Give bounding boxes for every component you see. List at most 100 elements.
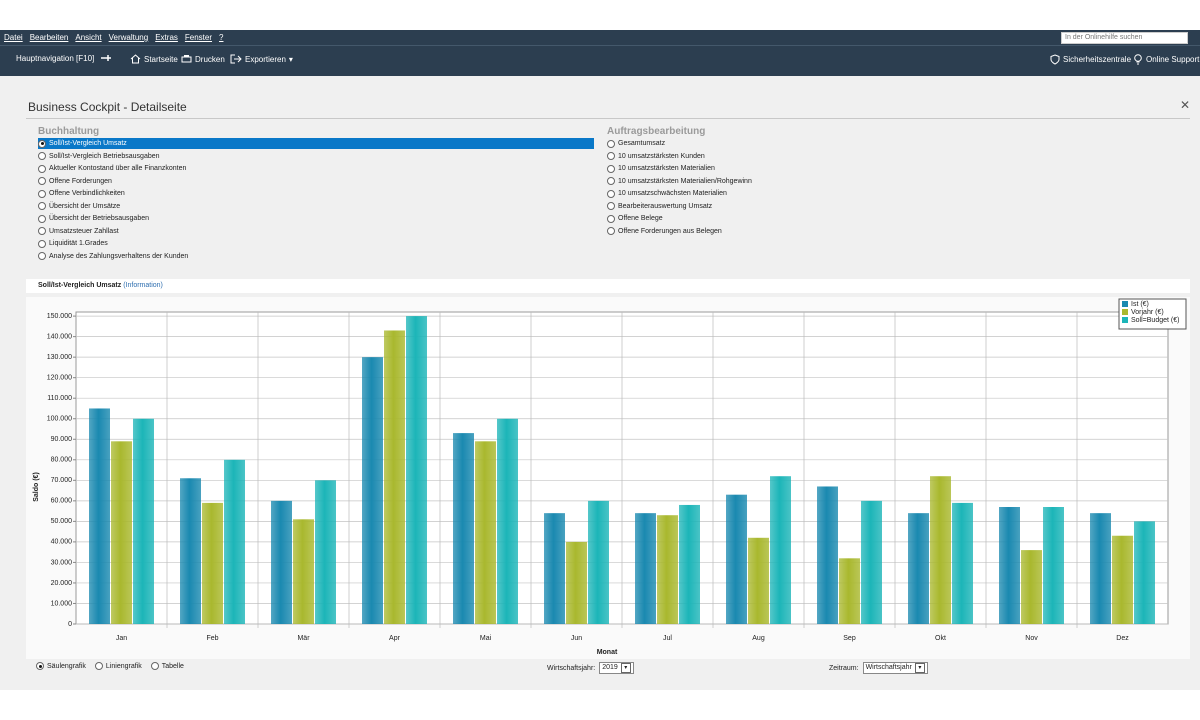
radio[interactable] [94,662,103,670]
option-label: Gesamtumsatz [618,140,666,147]
nav-button[interactable]: Hauptnavigation [F10] [16,54,94,63]
report-option[interactable]: 10 umsatzschwächsten Materialien [607,188,727,199]
separator [26,118,1190,119]
radio[interactable] [607,152,615,160]
close-button[interactable]: ✕ [1180,98,1191,112]
report-option[interactable]: Soll/Ist-Vergleich Umsatz [38,138,594,149]
y-tick-label: 70.000 [51,477,73,484]
y-tick-label: 100.000 [47,416,72,423]
y-tick-label: 110.000 [47,395,72,402]
bar [315,480,336,624]
support-button[interactable]: Online Support [1133,54,1199,65]
menu-item[interactable]: Extras [155,33,178,42]
period-control: Zeitraum: Wirtschaftsjahr ▾ [829,662,928,674]
radio[interactable] [607,164,615,173]
bar [406,316,427,624]
report-option[interactable]: 10 umsatzstärksten Kunden [607,151,705,162]
bar [930,476,951,624]
bar [1112,535,1133,624]
security-button[interactable]: Sicherheitszentrale [1050,54,1131,65]
x-tick-label: Jul [663,635,672,642]
menu-item[interactable]: Ansicht [75,33,102,42]
legend-label: Vorjahr (€) [1131,309,1164,316]
report-option[interactable]: 10 umsatzstärksten Materialien [607,163,715,174]
radio[interactable] [607,189,615,198]
report-option[interactable]: Offene Forderungen [38,176,112,187]
bar [544,513,565,624]
report-option[interactable]: Umsatzsteuer Zahllast [38,226,119,237]
radio[interactable] [38,189,46,198]
report-option[interactable]: 10 umsatzstärksten Materialien/Rohgewinn [607,176,752,187]
bar [180,478,201,624]
option-label: 10 umsatzstärksten Materialien [618,165,715,172]
report-option[interactable]: Aktueller Kontostand über alle Finanzkon… [38,163,186,174]
y-tick-label: 120.000 [47,375,72,382]
radio[interactable] [607,227,615,235]
y-tick-label: 40.000 [51,539,73,546]
x-tick-label: Nov [1025,635,1038,642]
report-option[interactable]: Übersicht der Umsätze [38,201,120,212]
icon [101,55,111,61]
menu-item[interactable]: Bearbeiten [29,33,69,42]
bar [861,500,882,624]
radio[interactable] [607,214,615,223]
option-label: Offene Forderungen [49,177,112,185]
search-box[interactable]: In der Onlinehilfe suchen [1061,32,1188,44]
bar [293,519,314,624]
radio[interactable] [38,202,46,210]
bar [566,541,587,624]
bar [133,418,154,624]
report-option[interactable]: Offene Forderungen aus Belegen [607,226,722,237]
menu-item[interactable]: Fenster [184,33,213,42]
report-option[interactable]: Offene Belege [607,213,663,224]
radio[interactable] [38,164,46,173]
radio[interactable] [38,252,46,260]
menu-item[interactable]: Verwaltung [108,33,149,42]
radio[interactable] [38,227,46,235]
menu-item[interactable]: ? [219,33,224,42]
x-tick-label: Mai [480,635,492,642]
y-tick-label: 10.000 [51,600,73,607]
chart-panel-header: Soll/Ist-Vergleich Umsatz (Information) [26,279,1190,293]
export-button[interactable]: Exportieren ▾ [230,54,293,64]
bar [384,330,405,624]
chart-type-option[interactable]: Tabelle [150,662,184,670]
bar [202,502,223,624]
report-option[interactable]: Gesamtumsatz [607,138,665,149]
report-option[interactable]: Übersicht der Betriebsausgaben [38,213,149,224]
radio[interactable] [150,662,159,670]
report-option[interactable]: Soll/Ist-Vergleich Betriebsausgaben [38,151,160,162]
menu-item[interactable]: Datei [4,33,23,42]
print-button[interactable]: Drucken [181,54,225,64]
radio[interactable] [38,214,46,223]
legend-swatch [1122,309,1128,315]
home-button[interactable]: Startseite [130,54,178,64]
report-option[interactable]: Bearbeiterauswertung Umsatz [607,201,712,212]
x-tick-label: Mär [297,635,310,642]
radio[interactable] [607,139,615,148]
radio[interactable] [36,662,44,670]
radio[interactable] [607,202,615,210]
radio[interactable] [38,239,46,248]
chart-type-option[interactable]: Säulengrafik [36,662,86,670]
bar [453,433,474,624]
radio[interactable] [38,177,46,185]
report-option[interactable]: Liquidität 1.Grades [38,238,108,249]
report-option[interactable]: Offene Verbindlichkeiten [38,188,125,199]
radio[interactable] [38,139,46,148]
report-option[interactable]: Analyse des Zahlungsverhaltens der Kunde… [38,251,188,262]
bar [817,486,838,624]
label: Exportieren [245,54,286,64]
radio[interactable] [38,152,46,160]
select[interactable]: Wirtschaftsjahr ▾ [862,662,928,674]
chart-type-option[interactable]: Liniengrafik [94,662,142,670]
info-link[interactable]: (Information) [123,282,163,289]
bar [839,558,860,624]
legend-swatch [1122,317,1128,323]
pin-icon[interactable] [100,54,112,62]
option-label: Analyse des Zahlungsverhaltens der Kunde… [49,252,189,260]
select[interactable]: 2019 ▾ [599,662,634,674]
radio[interactable] [607,177,615,185]
label: Drucken [195,54,225,64]
option-label: Offene Forderungen aus Belegen [618,227,722,235]
